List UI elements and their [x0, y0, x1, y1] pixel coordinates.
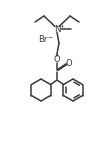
Text: O: O	[54, 55, 60, 64]
Text: N: N	[54, 24, 60, 34]
Text: −: −	[48, 34, 53, 40]
Text: O: O	[66, 58, 72, 67]
Text: Br: Br	[38, 34, 48, 43]
Text: +: +	[59, 24, 64, 29]
